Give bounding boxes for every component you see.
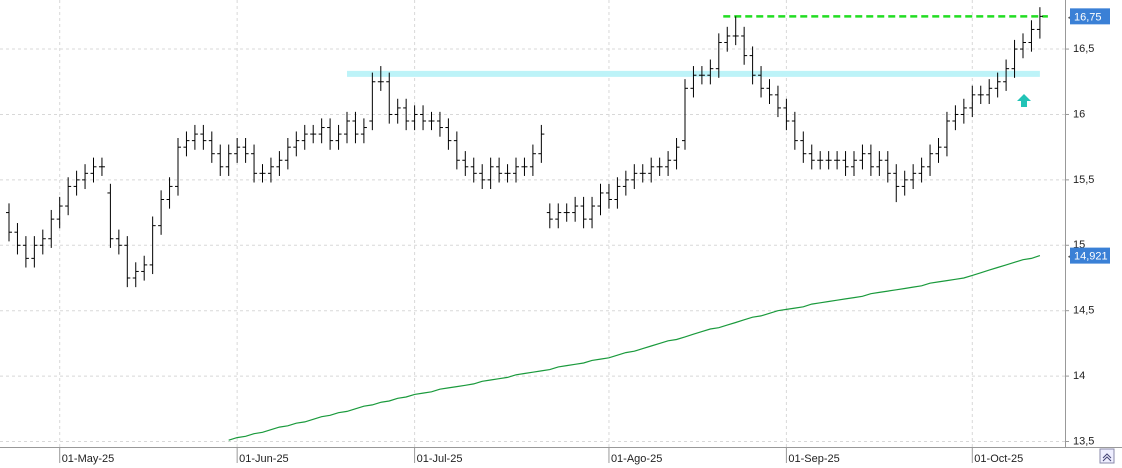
scroll-icon [1102,453,1112,462]
up-arrow-icon [1017,94,1031,107]
moving-average-label-box [1070,247,1110,264]
x-tick-label: 01-Jul-25 [417,453,463,465]
x-tick-label: 01-Oct-25 [974,453,1023,465]
last-price-label: 16,75 [1074,11,1102,23]
y-tick-label: 16,5 [1073,43,1094,55]
last-price-label-box [1070,8,1110,25]
y-tick-label: 13,5 [1073,435,1094,447]
moving-average-line [228,255,1041,441]
y-tick-label: 14 [1073,370,1085,382]
x-tick-label: 01-Sep-25 [788,453,839,465]
moving-average-label: 14,921 [1074,251,1108,263]
scroll-button[interactable] [1099,448,1115,464]
y-tick-label: 14,5 [1073,305,1094,317]
x-tick-label: 01-Ago-25 [611,453,662,465]
y-tick-label: 15,5 [1073,174,1094,186]
x-tick-label: 01-May-25 [62,453,115,465]
x-tick-label: 01-Jun-25 [239,453,289,465]
y-tick-label: 16 [1073,108,1085,120]
